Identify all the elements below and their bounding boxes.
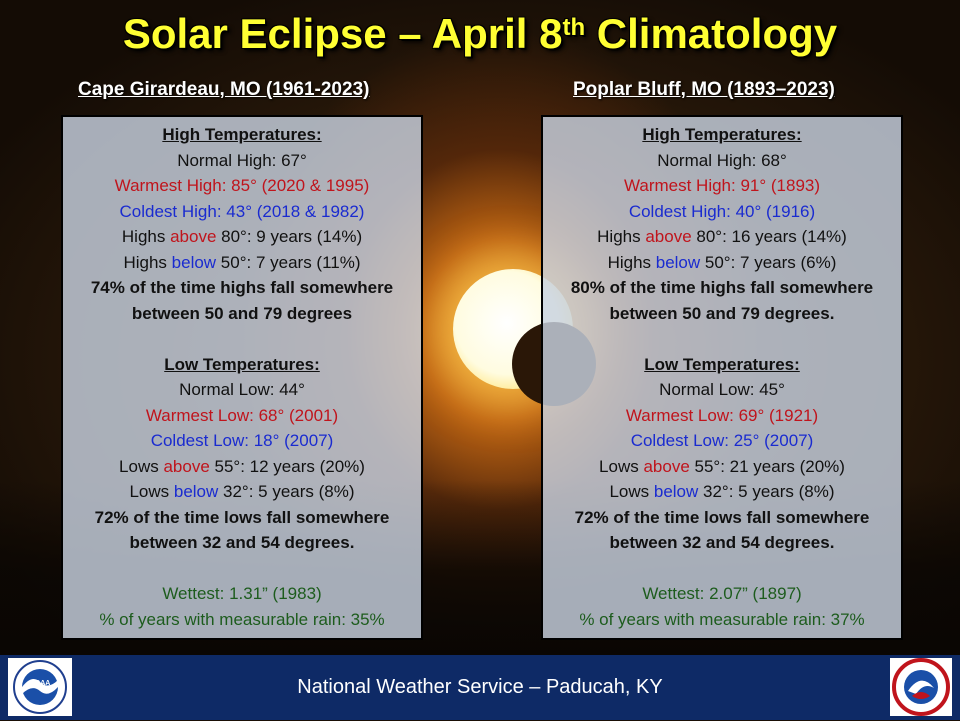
lows-below-word: below bbox=[173, 482, 219, 501]
lows-above-post: 55°: 21 years (20%) bbox=[689, 456, 845, 476]
noaa-logo-icon: NOAA bbox=[8, 658, 72, 716]
footer-bar: National Weather Service – Paducah, KY bbox=[0, 655, 960, 720]
low-temps-header: Low Temperatures: bbox=[164, 354, 320, 374]
lows-below-post: 32°: 5 years (8%) bbox=[218, 482, 355, 501]
normal-low: Normal Low: 45° bbox=[659, 380, 785, 399]
lows-above-word: above bbox=[163, 456, 210, 476]
highs-summary-line-1: 74% of the time highs fall somewhere bbox=[90, 278, 394, 297]
lows-below-post: 32°: 5 years (8%) bbox=[698, 482, 835, 501]
highs-above-pre: Highs bbox=[597, 227, 646, 246]
coldest-high: Coldest High: 40° (1916) bbox=[628, 201, 816, 221]
lows-above-post: 55°: 12 years (20%) bbox=[209, 456, 365, 476]
highs-summary-line-2: between 50 and 79 degrees. bbox=[609, 303, 835, 323]
normal-high: Normal High: 67° bbox=[177, 150, 307, 170]
highs-above-word: above bbox=[170, 227, 217, 246]
highs-above: Highs above 80°: 9 years (14%) bbox=[63, 224, 421, 250]
highs-summary-line-1: 80% of the time highs fall somewhere bbox=[570, 278, 874, 297]
wettest: Wettest: 1.31” (1983) bbox=[162, 584, 322, 603]
highs-above-post: 80°: 9 years (14%) bbox=[216, 227, 363, 246]
low-temps-header: Low Temperatures: bbox=[644, 354, 800, 374]
highs-summary-line-2: between 50 and 79 degrees bbox=[131, 303, 353, 323]
footer-text: National Weather Service – Paducah, KY bbox=[297, 676, 663, 698]
page-title: Solar Eclipse – April 8th Climatology bbox=[0, 10, 960, 58]
lows-above-pre: Lows bbox=[119, 456, 164, 476]
highs-below-word: below bbox=[171, 252, 217, 272]
highs-above: Highs above 80°: 16 years (14%) bbox=[543, 224, 901, 250]
high-temps-header: High Temperatures: bbox=[162, 125, 322, 144]
left-climate-panel: High Temperatures: Normal High: 67° Warm… bbox=[61, 115, 423, 640]
nws-logo-icon bbox=[890, 658, 952, 716]
lows-below: Lows below 32°: 5 years (8%) bbox=[543, 479, 901, 505]
normal-low: Normal Low: 44° bbox=[179, 380, 305, 399]
highs-below: Highs below 50°: 7 years (6%) bbox=[543, 250, 901, 276]
highs-below: Highs below 50°: 7 years (11%) bbox=[63, 250, 421, 276]
left-location-heading: Cape Girardeau, MO (1961-2023) bbox=[78, 79, 370, 100]
warmest-low: Warmest Low: 68° (2001) bbox=[145, 405, 339, 425]
lows-summary-line-2: between 32 and 54 degrees. bbox=[609, 533, 835, 552]
highs-above-post: 80°: 16 years (14%) bbox=[691, 227, 847, 246]
lows-above: Lows above 55°: 21 years (20%) bbox=[543, 454, 901, 480]
highs-above-pre: Highs bbox=[121, 227, 171, 246]
highs-below-word: below bbox=[655, 252, 701, 272]
rain-percentage: % of years with measurable rain: 35% bbox=[99, 609, 385, 629]
wettest: Wettest: 2.07” (1897) bbox=[642, 584, 802, 603]
lows-below-pre: Lows bbox=[609, 482, 654, 501]
right-climate-panel: High Temperatures: Normal High: 68° Warm… bbox=[541, 115, 903, 640]
lows-below-pre: Lows bbox=[129, 482, 174, 501]
lows-summary-line-1: 72% of the time lows fall somewhere bbox=[574, 507, 870, 527]
lows-summary-line-1: 72% of the time lows fall somewhere bbox=[94, 507, 390, 527]
highs-below-pre: Highs bbox=[123, 252, 172, 272]
svg-text:NOAA: NOAA bbox=[30, 680, 51, 687]
highs-below-post: 50°: 7 years (6%) bbox=[700, 252, 837, 272]
title-main: Solar Eclipse – April 8 bbox=[122, 10, 563, 57]
lows-above: Lows above 55°: 12 years (20%) bbox=[63, 454, 421, 480]
coldest-low: Coldest Low: 25° (2007) bbox=[630, 431, 814, 450]
warmest-high: Warmest High: 91° (1893) bbox=[623, 176, 821, 195]
rain-percentage: % of years with measurable rain: 37% bbox=[579, 609, 865, 629]
lows-above-pre: Lows bbox=[599, 456, 644, 476]
lows-above-word: above bbox=[643, 456, 690, 476]
lows-summary-line-2: between 32 and 54 degrees. bbox=[129, 533, 355, 552]
right-location-heading: Poplar Bluff, MO (1893–2023) bbox=[573, 79, 835, 100]
lows-below: Lows below 32°: 5 years (8%) bbox=[63, 479, 421, 505]
title-tail: Climatology bbox=[585, 10, 838, 57]
high-temps-header: High Temperatures: bbox=[642, 125, 802, 144]
coldest-low: Coldest Low: 18° (2007) bbox=[150, 431, 334, 450]
lows-below-word: below bbox=[653, 482, 699, 501]
coldest-high: Coldest High: 43° (2018 & 1982) bbox=[119, 201, 365, 221]
title-superscript: th bbox=[562, 14, 586, 41]
warmest-high: Warmest High: 85° (2020 & 1995) bbox=[114, 176, 370, 195]
highs-below-pre: Highs bbox=[607, 252, 656, 272]
warmest-low: Warmest Low: 69° (1921) bbox=[625, 405, 819, 425]
highs-above-word: above bbox=[645, 227, 692, 246]
highs-below-post: 50°: 7 years (11%) bbox=[216, 252, 361, 272]
normal-high: Normal High: 68° bbox=[657, 150, 787, 170]
